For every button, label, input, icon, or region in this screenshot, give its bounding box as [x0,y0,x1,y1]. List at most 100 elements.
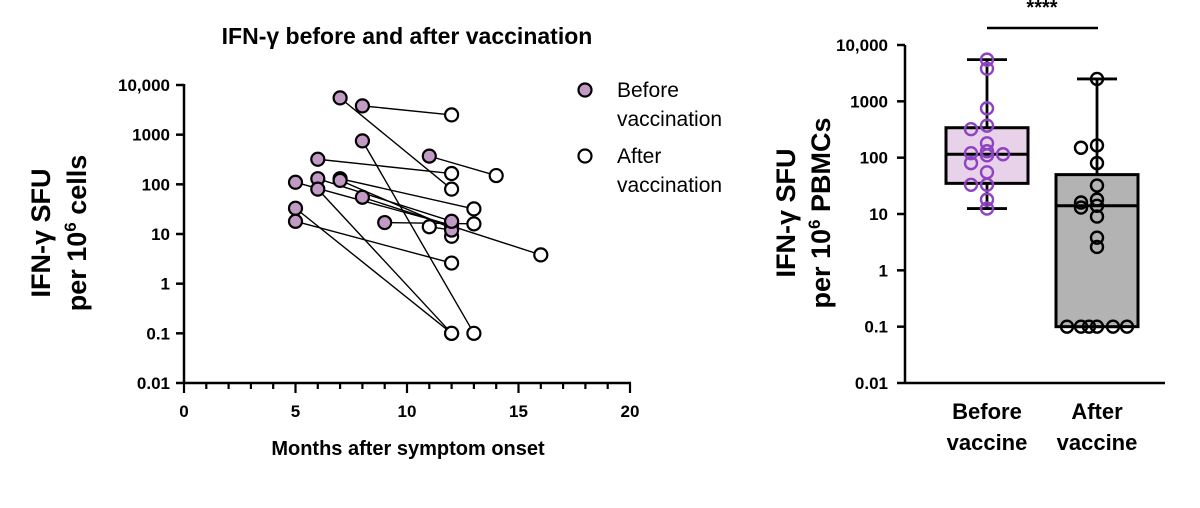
pair-line [429,155,497,177]
after-point [533,247,549,263]
right-y-tick-label: 10,000 [836,36,888,55]
before-point [332,90,348,106]
pair-line [361,140,475,334]
pair-line [339,177,475,210]
data-point [1089,239,1105,255]
data-point [1073,195,1089,210]
right-y-tick-label: 10 [869,205,888,224]
left-y-tick-label: 100 [142,175,170,194]
legend-before-label-line2: vaccination [617,108,722,131]
right-y-tick-label: 1000 [850,92,888,111]
legend-after-marker [577,148,593,164]
data-point [1089,230,1105,245]
data-point [1089,138,1105,153]
before-point [287,213,304,229]
data-point [1089,178,1105,193]
left-y-tick-label: 0.1 [146,324,170,343]
right-y-tick-label: 100 [860,149,888,168]
left-y-axis-label-line2: per 106 cells [61,155,92,312]
left-y-axis-label-line1: IFN-γ SFU [26,168,56,297]
right-y-tick-label: 0.1 [864,318,888,337]
before-point [354,98,370,114]
left-chart-title: IFN-γ before and after vaccination [222,23,593,49]
category-label-line2: vaccine [1057,430,1138,455]
data-point [1089,319,1105,334]
data-point [1089,155,1105,171]
box-group-after: After vaccine [1054,71,1140,455]
left-y-tick-label: 0.01 [137,374,170,393]
before-point [287,200,304,216]
data-point [1089,209,1105,224]
data-point [979,192,995,207]
after-point [466,201,482,217]
category-label-line1: After [1071,399,1123,424]
data-point [979,201,995,216]
after-point [466,216,482,232]
after-point [444,325,460,341]
pair-line [295,220,452,264]
left-y-tick-label: 1000 [132,126,170,145]
data-point [1089,192,1105,207]
data-point [963,122,979,137]
category-label-line1: Before [952,399,1022,424]
box-group-before: Before vaccine [944,52,1030,455]
data-point [979,52,995,67]
data-point [1119,319,1135,334]
before-point [287,174,304,190]
data-point [963,177,979,192]
after-point [444,165,460,182]
data-point [979,144,995,159]
right-y-axis-label-line2: per 106 PBMCs [805,117,836,308]
right-y-tick-label: 0.01 [855,374,888,393]
before-point [354,133,370,149]
right-y-axis-label-line1: IFN-γ SFU [771,148,801,277]
left-x-tick-label: 15 [509,402,528,421]
before-point [310,181,326,197]
data-point [995,147,1011,162]
before-point [354,189,370,205]
before-point [421,148,437,164]
legend: Before vaccination After vaccination [577,79,722,197]
category-label-line2: vaccine [947,430,1028,455]
left-panel: IFN-γ before and after vaccination IFN-γ… [26,23,722,460]
before-point [444,213,460,229]
data-point [1081,319,1097,334]
after-point [466,325,482,341]
before-point [332,172,348,189]
after-point [421,219,437,235]
left-x-axis-label: Months after symptom onset [271,438,545,460]
legend-before-marker [577,82,593,98]
pair-line [362,105,452,116]
legend-after-label-line1: After [617,145,661,168]
right-panel: IFN-γ SFU per 106 PBMCs 0.01 0.1 1 10 100 100… [771,0,1165,455]
before-point [377,214,393,231]
data-point [979,148,995,163]
legend-after-label-line2: vaccination [617,174,722,197]
data-point [1105,319,1121,334]
after-point [444,181,460,197]
left-x-tick-label: 5 [291,402,300,421]
pair-line [339,97,453,190]
after-point [444,107,460,123]
before-point [310,151,326,167]
left-x-tick-label: 20 [621,402,640,421]
box [1054,173,1140,329]
significance-stars: **** [1026,0,1057,19]
data-point [979,118,995,133]
data-point [1073,319,1089,334]
data-point [979,177,995,192]
data-point [963,146,979,161]
left-y-tick-label: 10 [151,225,170,244]
data-point [979,101,995,116]
data-point [963,155,979,171]
legend-before-label-line1: Before [617,79,679,102]
data-point [1073,200,1089,215]
left-x-tick-label: 0 [179,402,188,421]
data-point [1089,71,1105,87]
pair-line [317,188,453,334]
left-y-tick-label: 1 [161,275,170,294]
right-y-tick-label: 1 [879,261,888,280]
pair-line [295,207,453,334]
after-point [488,167,504,184]
